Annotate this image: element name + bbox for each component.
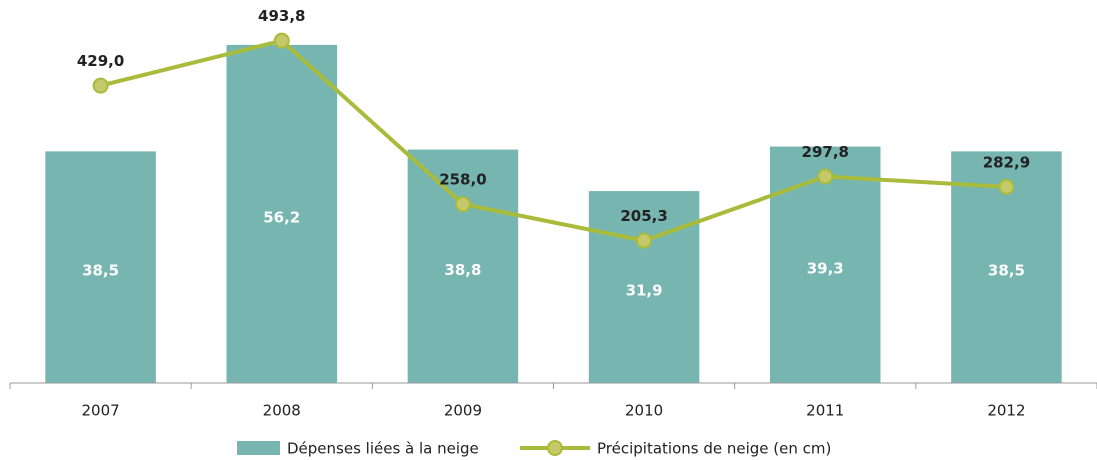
bar-value-label: 38,5 <box>82 262 119 280</box>
line-value-label: 282,9 <box>983 153 1030 171</box>
bar <box>226 44 338 383</box>
bar <box>407 149 519 383</box>
legend-swatch <box>237 441 280 455</box>
bar <box>45 151 156 383</box>
line-value-label: 258,0 <box>439 171 486 189</box>
x-tick-label: 2007 <box>81 402 119 420</box>
bar-value-label: 31,9 <box>626 282 663 300</box>
line <box>100 38 1007 243</box>
line-value-label: 297,8 <box>802 143 849 161</box>
line-marker <box>636 232 653 249</box>
line-marker <box>817 168 834 185</box>
bar-value-label: 38,5 <box>988 262 1025 280</box>
x-tick-label: 2009 <box>444 402 482 420</box>
line-marker <box>92 77 109 94</box>
x-tick-label: 2011 <box>806 402 844 420</box>
x-tick-label: 2008 <box>263 402 301 420</box>
line-marker <box>998 178 1015 195</box>
legend-label: Précipitations de neige (en cm) <box>597 440 831 458</box>
bar <box>588 191 700 383</box>
x-tick-label: 2012 <box>987 402 1025 420</box>
bar-value-label: 56,2 <box>263 208 300 226</box>
legend-label: Dépenses liées à la neige <box>287 440 479 458</box>
line-value-label: 493,8 <box>258 7 305 25</box>
bar <box>769 146 881 383</box>
line-marker <box>454 196 471 213</box>
x-tick-label: 2010 <box>625 402 663 420</box>
bar-value-label: 38,8 <box>444 261 481 279</box>
legend-marker <box>547 440 563 456</box>
bar-value-label: 39,3 <box>807 259 844 277</box>
line-marker <box>273 32 290 49</box>
line-value-label: 205,3 <box>620 207 667 225</box>
line-value-label: 429,0 <box>77 52 124 70</box>
